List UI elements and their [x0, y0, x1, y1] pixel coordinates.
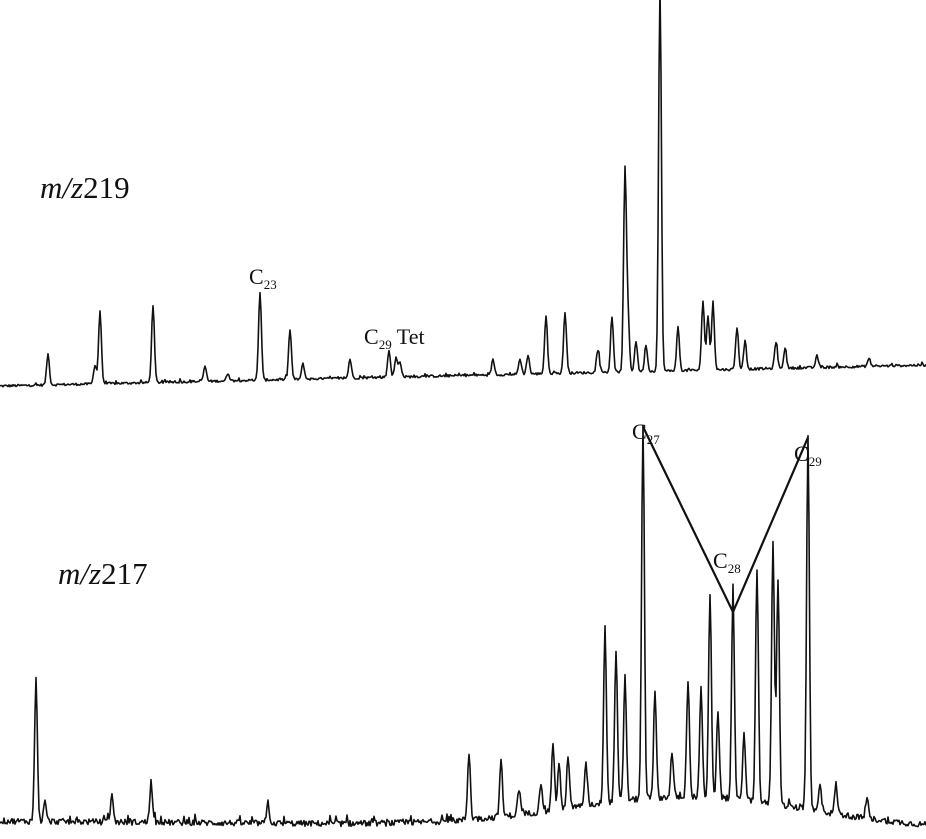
- peak-label-c29-tet-main: C: [364, 324, 379, 349]
- peak-label-c27-sub: 27: [646, 432, 660, 447]
- trace-label-mz217: m/z217: [58, 556, 148, 592]
- peak-label-c23-main: C: [249, 264, 264, 289]
- peak-label-c29-sub: 29: [808, 454, 822, 469]
- trace-label-mz217-italic: m/z: [58, 556, 102, 591]
- peak-label-c29-tet: C29 Tet: [364, 324, 425, 352]
- peak-label-c28-sub: 28: [727, 561, 741, 576]
- peak-label-c27-main: C: [632, 419, 647, 444]
- peak-label-c27: C27: [632, 419, 660, 447]
- peak-label-c29-tet-suffix: Tet: [391, 324, 425, 349]
- peak-label-c29-tet-sub: 29: [378, 337, 392, 352]
- trace-label-mz219: m/z219: [40, 170, 130, 206]
- trace-line-1: [0, 424, 926, 828]
- trace-label-mz219-number: 219: [83, 170, 130, 205]
- peak-label-c28-main: C: [713, 548, 728, 573]
- sterane-connector-line: [642, 426, 810, 615]
- trace-label-mz217-number: 217: [101, 556, 148, 591]
- peak-label-c29: C29: [794, 441, 822, 469]
- peak-label-c28: C28: [713, 548, 741, 576]
- peak-label-c23-sub: 23: [263, 277, 277, 292]
- trace-label-mz219-italic: m/z: [40, 170, 84, 205]
- peak-label-c29-main: C: [794, 441, 809, 466]
- trace-line-0: [0, 0, 926, 388]
- peak-label-c23: C23: [249, 264, 277, 292]
